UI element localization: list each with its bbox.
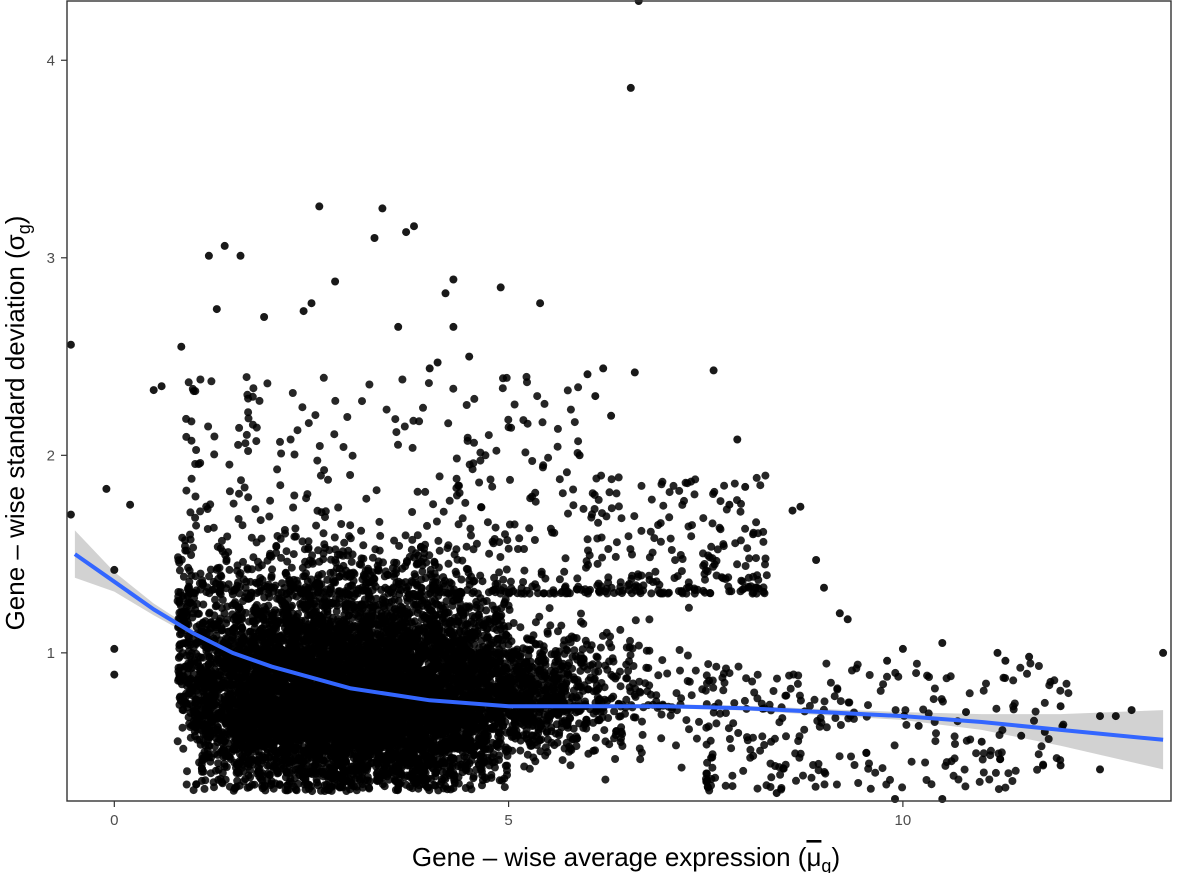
data-point bbox=[210, 611, 219, 620]
points-layer bbox=[66, 0, 1168, 803]
data-point bbox=[525, 764, 534, 773]
data-point bbox=[304, 537, 313, 546]
data-point bbox=[462, 542, 471, 551]
data-point bbox=[570, 646, 579, 655]
data-point bbox=[601, 737, 610, 746]
data-point bbox=[626, 651, 635, 660]
data-point bbox=[283, 557, 292, 566]
data-point bbox=[500, 783, 509, 792]
data-point bbox=[663, 669, 672, 678]
data-point bbox=[462, 766, 470, 775]
data-point bbox=[677, 763, 686, 772]
data-point bbox=[616, 625, 625, 634]
data-point bbox=[631, 616, 640, 625]
data-point bbox=[645, 615, 654, 624]
data-point bbox=[616, 682, 625, 691]
data-point bbox=[547, 738, 556, 747]
data-point bbox=[695, 717, 703, 726]
data-point bbox=[438, 775, 446, 784]
data-point bbox=[277, 553, 285, 562]
data-point bbox=[638, 730, 647, 739]
data-point bbox=[434, 536, 443, 545]
data-point bbox=[516, 623, 525, 632]
data-point bbox=[376, 531, 385, 540]
data-point bbox=[606, 632, 615, 641]
data-point bbox=[658, 656, 667, 665]
data-point bbox=[189, 543, 198, 552]
data-point bbox=[566, 638, 575, 647]
data-point bbox=[312, 597, 321, 606]
data-point bbox=[516, 746, 525, 755]
data-point bbox=[577, 609, 585, 618]
data-point bbox=[173, 737, 182, 746]
data-point bbox=[579, 619, 588, 628]
data-point bbox=[193, 735, 202, 744]
data-point bbox=[288, 591, 297, 600]
data-point bbox=[444, 559, 453, 568]
data-point bbox=[683, 651, 692, 660]
data-point bbox=[287, 563, 296, 572]
data-point bbox=[600, 726, 609, 735]
data-point bbox=[567, 632, 576, 641]
data-point bbox=[692, 734, 701, 743]
data-point bbox=[501, 745, 510, 754]
data-point bbox=[225, 565, 234, 574]
data-point bbox=[672, 741, 680, 750]
data-point bbox=[591, 733, 600, 742]
data-point bbox=[228, 601, 237, 610]
data-point bbox=[604, 714, 613, 722]
data-point bbox=[652, 697, 661, 706]
data-point bbox=[624, 667, 633, 675]
data-point bbox=[601, 775, 610, 784]
data-point bbox=[546, 621, 555, 630]
data-point bbox=[523, 635, 532, 644]
data-point bbox=[505, 605, 514, 614]
data-point bbox=[636, 755, 645, 764]
data-point bbox=[179, 744, 188, 753]
data-point bbox=[654, 671, 663, 680]
data-point bbox=[211, 602, 220, 611]
data-point bbox=[657, 734, 666, 743]
data-point bbox=[685, 677, 694, 686]
data-point bbox=[618, 742, 627, 750]
data-point bbox=[223, 615, 232, 624]
data-point bbox=[408, 589, 417, 598]
data-point bbox=[495, 568, 504, 577]
data-point bbox=[365, 784, 374, 793]
data-point bbox=[543, 627, 552, 636]
data-point bbox=[181, 542, 189, 551]
data-point bbox=[233, 776, 242, 785]
data-point bbox=[504, 640, 513, 649]
data-point bbox=[200, 784, 209, 793]
data-point bbox=[175, 566, 184, 575]
data-point bbox=[596, 643, 605, 652]
data-point bbox=[178, 723, 187, 732]
data-point bbox=[289, 550, 298, 559]
data-point bbox=[646, 690, 655, 699]
data-point bbox=[205, 652, 214, 661]
data-point bbox=[685, 725, 693, 734]
data-point bbox=[282, 547, 291, 556]
data-point bbox=[560, 636, 569, 645]
data-point bbox=[359, 541, 368, 550]
data-point bbox=[183, 767, 191, 776]
data-point bbox=[495, 751, 504, 760]
